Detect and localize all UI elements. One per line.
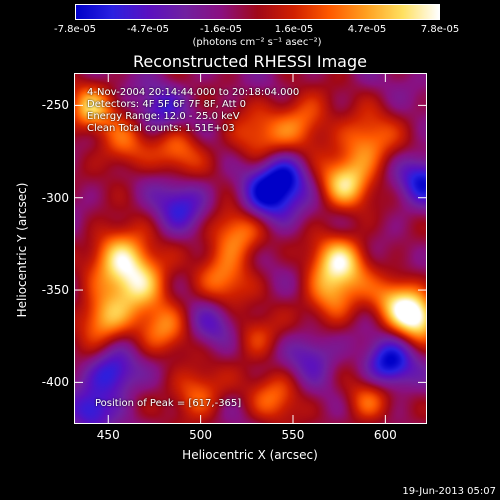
colorbar-tick-label: 4.7e-05 — [347, 24, 387, 35]
y-tick-label: -250 — [41, 98, 69, 113]
chart-title: Reconstructed RHESSI Image — [133, 52, 367, 71]
footer-date: 19-Jun-2013 05:07 — [402, 486, 496, 497]
y-tick-label: -350 — [41, 283, 69, 298]
annotation-clean-counts: Clean Total counts: 1.51E+03 — [87, 123, 235, 134]
colorbar — [75, 4, 440, 20]
colorbar-tick-label: 1.6e-05 — [274, 24, 314, 35]
y-tick-label: -300 — [41, 190, 69, 205]
annotation-time-range: 4-Nov-2004 20:14:44.000 to 20:18:04.000 — [87, 87, 300, 98]
x-tick-label: 450 — [96, 428, 120, 442]
x-tick-label: 500 — [189, 428, 213, 442]
x-axis-label: Heliocentric X (arcsec) — [182, 448, 318, 462]
x-tick-label: 550 — [281, 428, 305, 442]
peak-position-label: Position of Peak = [617,-365] — [95, 398, 242, 409]
colorbar-tick-label: -4.7e-05 — [127, 24, 169, 35]
colorbar-label: (photons cm⁻² s⁻¹ asec⁻²) — [192, 37, 322, 48]
x-tick-label: 600 — [373, 428, 397, 442]
heatmap-image — [75, 74, 426, 423]
annotation-energy-range: Energy Range: 12.0 - 25.0 keV — [87, 111, 240, 122]
y-tick-label: -400 — [41, 375, 69, 390]
annotation-detectors: Detectors: 4F 5F 6F 7F 8F, Att 0 — [87, 99, 247, 110]
colorbar-tick-label: -1.6e-05 — [200, 24, 242, 35]
colorbar-tick-label: 7.8e-05 — [420, 24, 460, 35]
y-axis-label: Heliocentric Y (arcsec) — [15, 182, 29, 318]
plot-area: 4-Nov-2004 20:14:44.000 to 20:18:04.000 … — [74, 73, 427, 424]
colorbar-tick-label: -7.8e-05 — [54, 24, 96, 35]
